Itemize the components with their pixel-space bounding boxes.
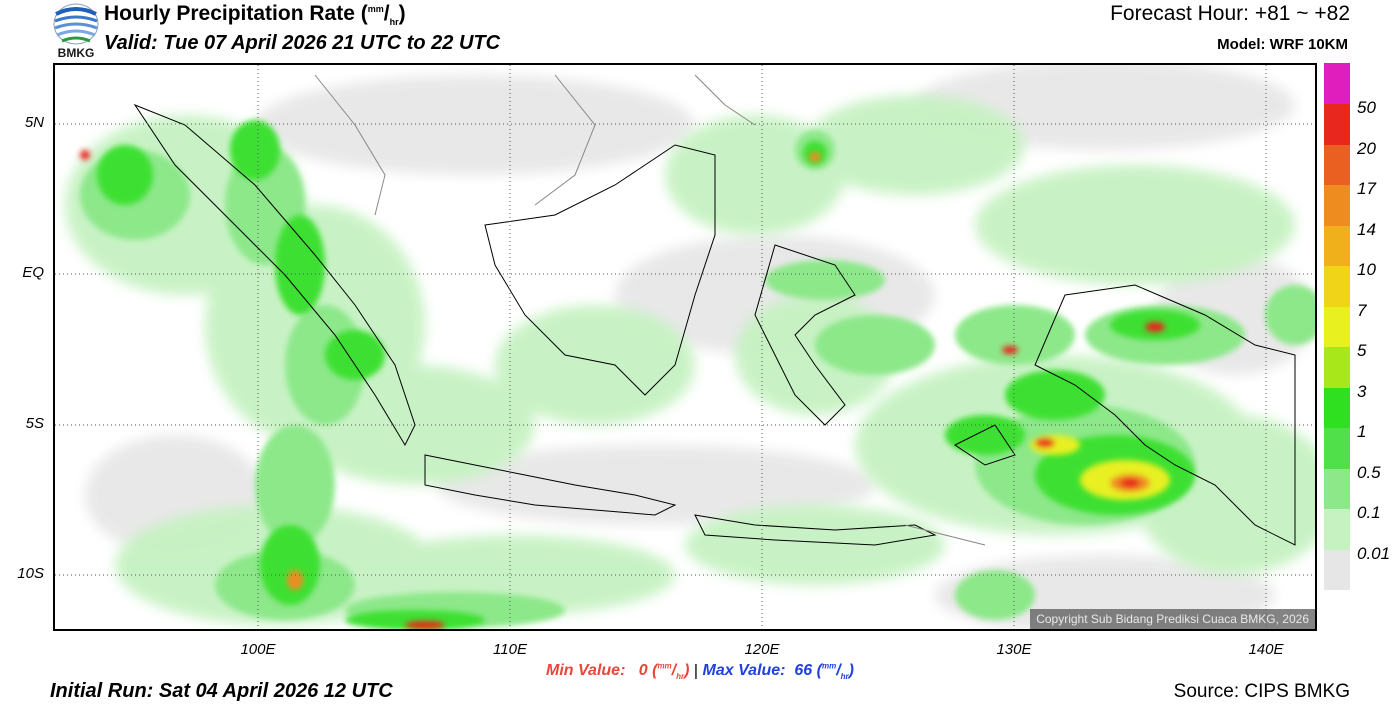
colorbar-segment xyxy=(1324,428,1350,469)
colorbar-label-1: 1 xyxy=(1357,422,1367,441)
title-unit-bottom: hr xyxy=(389,17,399,28)
coastlines xyxy=(133,103,1296,546)
colorbar-segment xyxy=(1324,145,1350,185)
colorbar-label-17: 17 xyxy=(1357,179,1376,198)
lat-label-10s: 10S xyxy=(17,565,44,582)
min-max-values: Min Value: 0 (mm/hr) | Max Value: 66 (mm… xyxy=(0,662,1400,682)
colorbar xyxy=(1324,63,1350,590)
precipitation-map: Copyright Sub Bidang Prediksi Cuaca BMKG… xyxy=(53,63,1317,631)
colorbar-label-5: 5 xyxy=(1357,341,1367,360)
colorbar-label-10: 10 xyxy=(1357,260,1376,279)
lon-label-140e: 140E xyxy=(1248,641,1284,658)
lon-label-130e: 130E xyxy=(996,641,1032,658)
colorbar-segment xyxy=(1324,104,1350,145)
colorbar-label-0-01: 0.01 xyxy=(1357,544,1391,563)
value-separator: | xyxy=(693,662,699,680)
colorbar-label-7: 7 xyxy=(1357,301,1367,320)
colorbar-label-3: 3 xyxy=(1357,382,1367,401)
bmkg-logo: BMKG xyxy=(52,2,100,60)
chart-title: Hourly Precipitation Rate (mm/hr) xyxy=(104,2,406,28)
colorbar-label-0-5: 0.5 xyxy=(1357,463,1381,482)
lat-label-5s: 5S xyxy=(25,415,44,432)
colorbar-label-14: 14 xyxy=(1357,220,1376,239)
source: Source: CIPS BMKG xyxy=(1173,681,1350,702)
neighbor-coastlines xyxy=(314,74,986,546)
colorbar-label-20: 20 xyxy=(1357,139,1376,158)
colorbar-segment xyxy=(1324,63,1350,104)
colorbar-segment xyxy=(1324,266,1350,307)
lat-label-eq: EQ xyxy=(22,264,44,281)
colorbar-segment xyxy=(1324,185,1350,226)
lon-label-120e: 120E xyxy=(744,641,780,658)
lon-label-110e: 110E xyxy=(493,641,527,658)
bmkg-logo-icon xyxy=(53,3,99,45)
initial-run: Initial Run: Sat 04 April 2026 12 UTC xyxy=(50,680,393,702)
title-unit-top: mm xyxy=(367,4,384,14)
colorbar-segment xyxy=(1324,347,1350,388)
colorbar-label-50: 50 xyxy=(1357,98,1376,117)
min-value: Min Value: 0 (mm/hr) xyxy=(545,662,690,682)
colorbar-segment xyxy=(1324,307,1350,347)
colorbar-segment xyxy=(1324,550,1350,590)
intense-rain-cores xyxy=(80,150,1170,629)
colorbar-segment xyxy=(1324,509,1350,550)
colorbar-segment xyxy=(1324,388,1350,428)
copyright-notice: Copyright Sub Bidang Prediksi Cuaca BMKG… xyxy=(1030,609,1315,629)
max-value: Max Value: 66 (mm/hr) xyxy=(702,662,854,682)
model-name: Model: WRF 10KM xyxy=(1217,36,1348,53)
valid-time: Valid: Tue 07 April 2026 21 UTC to 22 UT… xyxy=(104,32,501,54)
colorbar-segment xyxy=(1324,469,1350,509)
heavy-rain-areas xyxy=(97,120,1200,629)
lat-label-5n: 5N xyxy=(24,114,44,131)
lon-label-100e: 100E xyxy=(240,641,276,658)
colorbar-segment xyxy=(1324,226,1350,266)
forecast-hour: Forecast Hour: +81 ~ +82 xyxy=(1110,2,1350,25)
colorbar-label-0-1: 0.1 xyxy=(1357,503,1381,522)
map-canvas xyxy=(55,65,1315,629)
logo-text: BMKG xyxy=(57,46,95,60)
